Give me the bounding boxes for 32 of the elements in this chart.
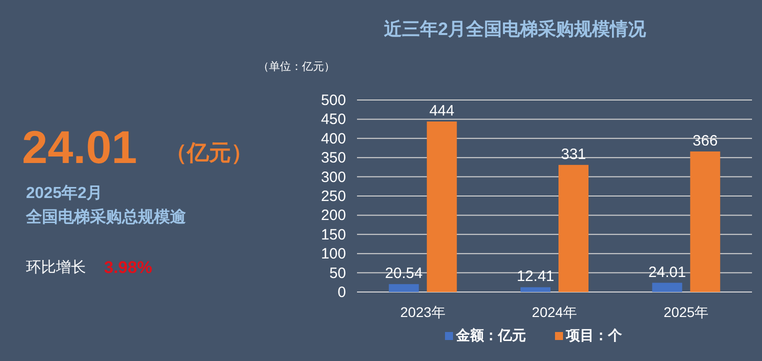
y-tick-label: 150	[320, 226, 346, 244]
chart-subtitle: （单位：亿元）	[258, 60, 335, 73]
text: 环比增长	[26, 259, 86, 276]
bar	[520, 287, 550, 292]
y-tick-label: 400	[320, 130, 346, 148]
bar	[388, 284, 419, 292]
x-tick-label: 2024年	[532, 304, 578, 320]
data-label: 12.41	[516, 268, 554, 286]
bar	[558, 164, 588, 292]
text: 2025年2月	[26, 184, 102, 202]
y-tick-label: 500	[320, 92, 346, 109]
y-tick-label: 300	[320, 168, 346, 186]
y-tick-label: 350	[320, 150, 346, 167]
y-tick-label: 250	[320, 188, 346, 205]
legend-label: 项目：个	[565, 327, 623, 343]
y-tick-label: 50	[329, 264, 346, 282]
y-tick-label: 450	[320, 111, 346, 128]
data-label: 444	[429, 102, 454, 120]
x-tick-label: 2025年	[664, 304, 709, 320]
y-tick-label: 100	[320, 246, 346, 263]
bar	[690, 151, 720, 292]
text: 全国电梯采购总规模逾	[25, 208, 186, 226]
y-tick-label: 200	[320, 207, 346, 224]
text: 24.01	[22, 121, 138, 173]
chart-title: 近三年2月全国电梯采购规模情况	[382, 19, 648, 39]
text: （亿元）	[165, 140, 253, 165]
bar	[652, 282, 682, 292]
x-tick-label: 2023年	[400, 304, 446, 320]
y-tick-label: 0	[338, 284, 346, 301]
text: 3.98%	[104, 258, 152, 277]
bar	[426, 122, 457, 292]
legend-label: 金额：亿元	[455, 327, 526, 343]
